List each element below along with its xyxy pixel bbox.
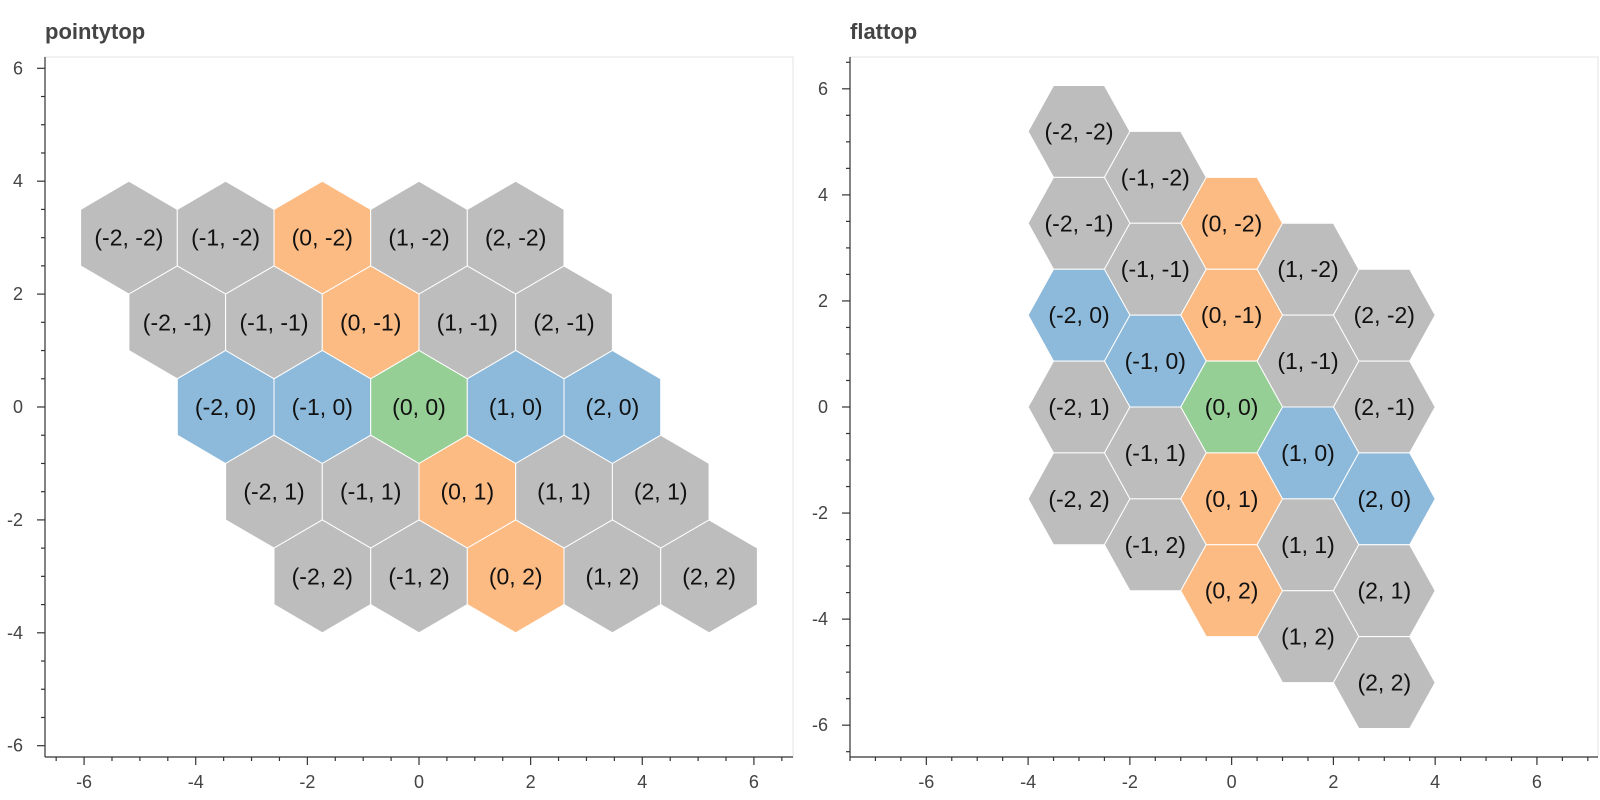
y-tick-label: -4 <box>812 609 828 629</box>
flattop-panel: flattop (-2, -2) (-1, -2) (0, -2) (1, -2) (2… <box>812 19 1599 792</box>
y-tick-label: -6 <box>7 736 23 756</box>
y-tick-label: 4 <box>818 185 828 205</box>
hex-tile-label: (-2, -1) <box>1045 210 1114 236</box>
hex-tile-label: (-2, -1) <box>143 309 212 335</box>
hex-tile-label: (0, 1) <box>440 479 494 505</box>
hex-tile-label: (2, -1) <box>533 309 594 335</box>
hex-tile-label: (-2, 2) <box>1048 486 1109 512</box>
x-tick-label: -2 <box>299 772 315 792</box>
x-tick-label: -6 <box>76 772 92 792</box>
hex-tile-label: (2, 2) <box>682 563 736 589</box>
hex-tile-label: (0, -1) <box>1201 302 1262 328</box>
x-tick-label: 0 <box>414 772 424 792</box>
hex-tile-label: (1, 0) <box>1281 440 1335 466</box>
hex-tile-label: (-2, -2) <box>94 225 163 251</box>
x-tick-label: 4 <box>637 772 647 792</box>
hex-tile-label: (-2, 0) <box>195 394 256 420</box>
axes: -6 -4 -2 0 2 4 6 -6 -4 -2 0 2 4 6 <box>7 57 793 792</box>
hex-tile-label: (-2, 0) <box>1048 302 1109 328</box>
hex-tile-label: (-1, 0) <box>1125 348 1186 374</box>
panel-title: flattop <box>850 19 917 44</box>
panel-title: pointytop <box>45 19 145 44</box>
hex-tile <box>1332 636 1436 729</box>
hex-tile-label: (-1, 2) <box>1125 532 1186 558</box>
y-tick-label: 6 <box>818 79 828 99</box>
y-tick-label: -2 <box>812 503 828 523</box>
x-tick-label: 4 <box>1430 772 1440 792</box>
hex-tile-label: (-1, 0) <box>292 394 353 420</box>
hex-tile-label: (1, 1) <box>537 479 591 505</box>
x-tick-label: -4 <box>188 772 204 792</box>
hex-tile-label: (1, 1) <box>1281 532 1335 558</box>
pointytop-panel: pointytop (-2, -2) (-1, -2) (0, -2) (1, -2)… <box>7 19 794 792</box>
hex-tile-label: (2, 0) <box>1357 486 1411 512</box>
hex-tile-label: (1, 2) <box>1281 624 1335 650</box>
hex-tile-label: (0, 2) <box>1205 578 1259 604</box>
x-tick-label: -2 <box>1122 772 1138 792</box>
hex-tile <box>660 519 758 634</box>
x-tick-label: -4 <box>1020 772 1036 792</box>
y-tick-label: 2 <box>818 291 828 311</box>
hex-tile-label: (-1, 1) <box>1125 440 1186 466</box>
hex-tile-label: (0, 2) <box>489 563 543 589</box>
hex-tile-label: (1, -2) <box>388 225 449 251</box>
hex-tile-label: (1, -2) <box>1277 256 1338 282</box>
y-tick-label: 0 <box>13 397 23 417</box>
hex-tile-label: (2, -2) <box>1354 302 1415 328</box>
hex-tile-label: (-1, -2) <box>191 225 260 251</box>
hex-tile-label: (2, 1) <box>634 479 688 505</box>
hex-tile-label: (2, -1) <box>1354 394 1415 420</box>
y-tick-label: -2 <box>7 510 23 530</box>
hex-tile-label: (0, 0) <box>392 394 446 420</box>
hex-tile-label: (2, -2) <box>485 225 546 251</box>
axes: -6 -4 -2 0 2 4 6 -6 -4 -2 0 2 4 6 <box>812 57 1598 792</box>
y-tick-label: 2 <box>13 284 23 304</box>
hex-tile-label: (2, 2) <box>1357 670 1411 696</box>
hex-tile-label: (-2, 1) <box>243 479 304 505</box>
y-tick-label: -6 <box>812 715 828 735</box>
hex-tile-label: (1, -1) <box>1277 348 1338 374</box>
hex-tile-label: (1, 2) <box>586 563 640 589</box>
hex-tiles: (-2, -2) (-1, -2) (0, -2) (1, -2) (2, -2) (-2… <box>1027 85 1436 729</box>
hex-tile-label: (0, -2) <box>1201 210 1262 236</box>
y-tick-label: 4 <box>13 171 23 191</box>
hex-tile-label: (2, 1) <box>1357 578 1411 604</box>
hex-tile-label: (-2, -2) <box>1045 118 1114 144</box>
y-tick-label: -4 <box>7 623 23 643</box>
hex-tile-label: (1, -1) <box>437 309 498 335</box>
x-tick-label: 2 <box>526 772 536 792</box>
hex-tile-label: (-1, 1) <box>340 479 401 505</box>
x-tick-label: 0 <box>1227 772 1237 792</box>
hex-tile-label: (-1, -1) <box>240 309 309 335</box>
y-tick-label: 6 <box>13 58 23 78</box>
hex-tile-label: (0, -1) <box>340 309 401 335</box>
hex-tile-label: (-2, 2) <box>292 563 353 589</box>
hex-tile-label: (0, 0) <box>1205 394 1259 420</box>
x-tick-label: 6 <box>1532 772 1542 792</box>
hex-tiles: (-2, -2) (-1, -2) (0, -2) (1, -2) (2, -2) (-2… <box>80 180 758 634</box>
hex-tile-label: (1, 0) <box>489 394 543 420</box>
hex-tile-label: (2, 0) <box>586 394 640 420</box>
hex-tile-label: (0, -2) <box>292 225 353 251</box>
x-tick-label: 6 <box>749 772 759 792</box>
hex-tile-label: (-1, -2) <box>1121 164 1190 190</box>
hex-tile-label: (0, 1) <box>1205 486 1259 512</box>
x-tick-label: 2 <box>1328 772 1338 792</box>
hex-tile-label: (-2, 1) <box>1048 394 1109 420</box>
hex-tile-label: (-1, -1) <box>1121 256 1190 282</box>
hex-tile-label: (-1, 2) <box>388 563 449 589</box>
x-tick-label: -6 <box>918 772 934 792</box>
y-tick-label: 0 <box>818 397 828 417</box>
